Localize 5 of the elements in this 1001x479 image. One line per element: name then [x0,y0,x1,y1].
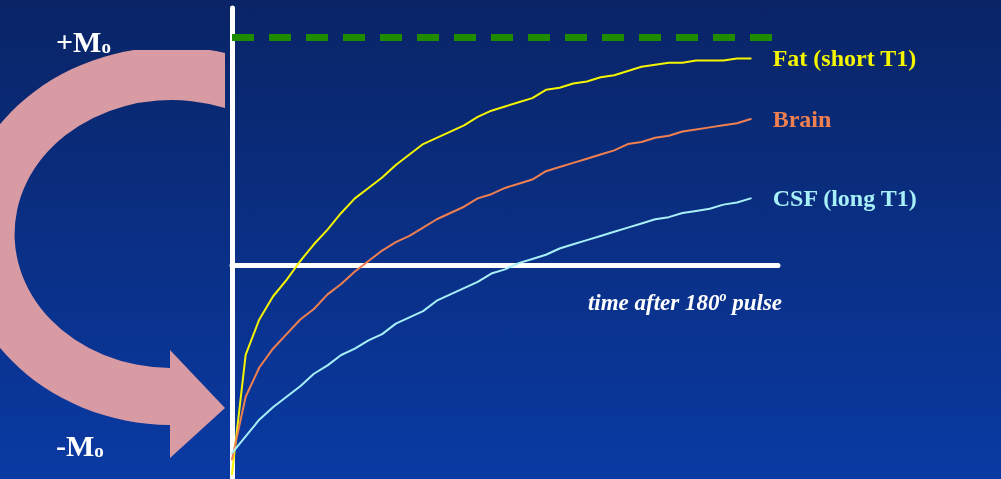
series-label: Brain [772,106,832,133]
series-label: Fat (short T1) [772,45,917,72]
series-label: CSF (long T1) [772,185,917,212]
text: +Mo [56,24,111,58]
text: -Mo [56,428,104,462]
